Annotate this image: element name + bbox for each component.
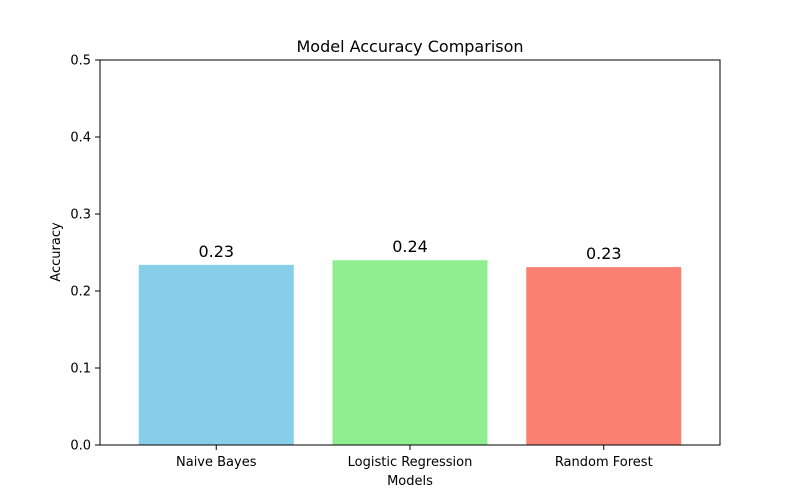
y-tick-label: 0.5 <box>70 54 91 69</box>
bars-group <box>138 260 682 445</box>
x-axis-ticks: Naive Bayes Logistic Regression Random For… <box>176 445 653 470</box>
x-tick-label: Naive Bayes <box>176 455 257 470</box>
y-tick-label: 0.0 <box>70 439 91 454</box>
bar-value-label: 0.23 <box>586 244 622 263</box>
y-tick-label: 0.3 <box>70 208 91 223</box>
chart-title: Model Accuracy Comparison <box>296 37 523 56</box>
bar-random-forest <box>526 267 682 445</box>
y-axis-ticks: 0.0 0.1 0.2 0.3 0.4 0.5 <box>70 54 100 454</box>
bar-value-labels: 0.23 0.24 0.23 <box>198 237 621 263</box>
y-axis-label: Accuracy <box>49 222 64 282</box>
x-tick-label: Logistic Regression <box>348 455 473 470</box>
y-tick-label: 0.4 <box>70 131 91 146</box>
bar-logistic-regression <box>332 260 488 445</box>
x-tick-label: Random Forest <box>555 455 653 470</box>
y-tick-label: 0.2 <box>70 285 91 300</box>
bar-naive-bayes <box>138 264 294 445</box>
x-axis-label: Models <box>387 474 433 489</box>
bar-value-label: 0.23 <box>198 242 234 261</box>
y-tick-label: 0.1 <box>70 362 91 377</box>
bar-value-label: 0.24 <box>392 237 428 256</box>
